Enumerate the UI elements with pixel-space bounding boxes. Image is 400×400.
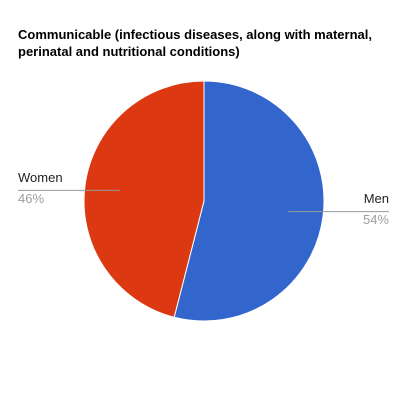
chart-title: Communicable (infectious diseases, along…: [18, 27, 372, 59]
slice-value-label: 54%: [363, 212, 389, 227]
pie-slice: [173, 80, 325, 322]
pie-slice: [83, 80, 205, 318]
slice-label: Men: [364, 191, 389, 206]
slice-label: Women: [18, 170, 63, 185]
slice-value-label: 46%: [18, 191, 44, 206]
